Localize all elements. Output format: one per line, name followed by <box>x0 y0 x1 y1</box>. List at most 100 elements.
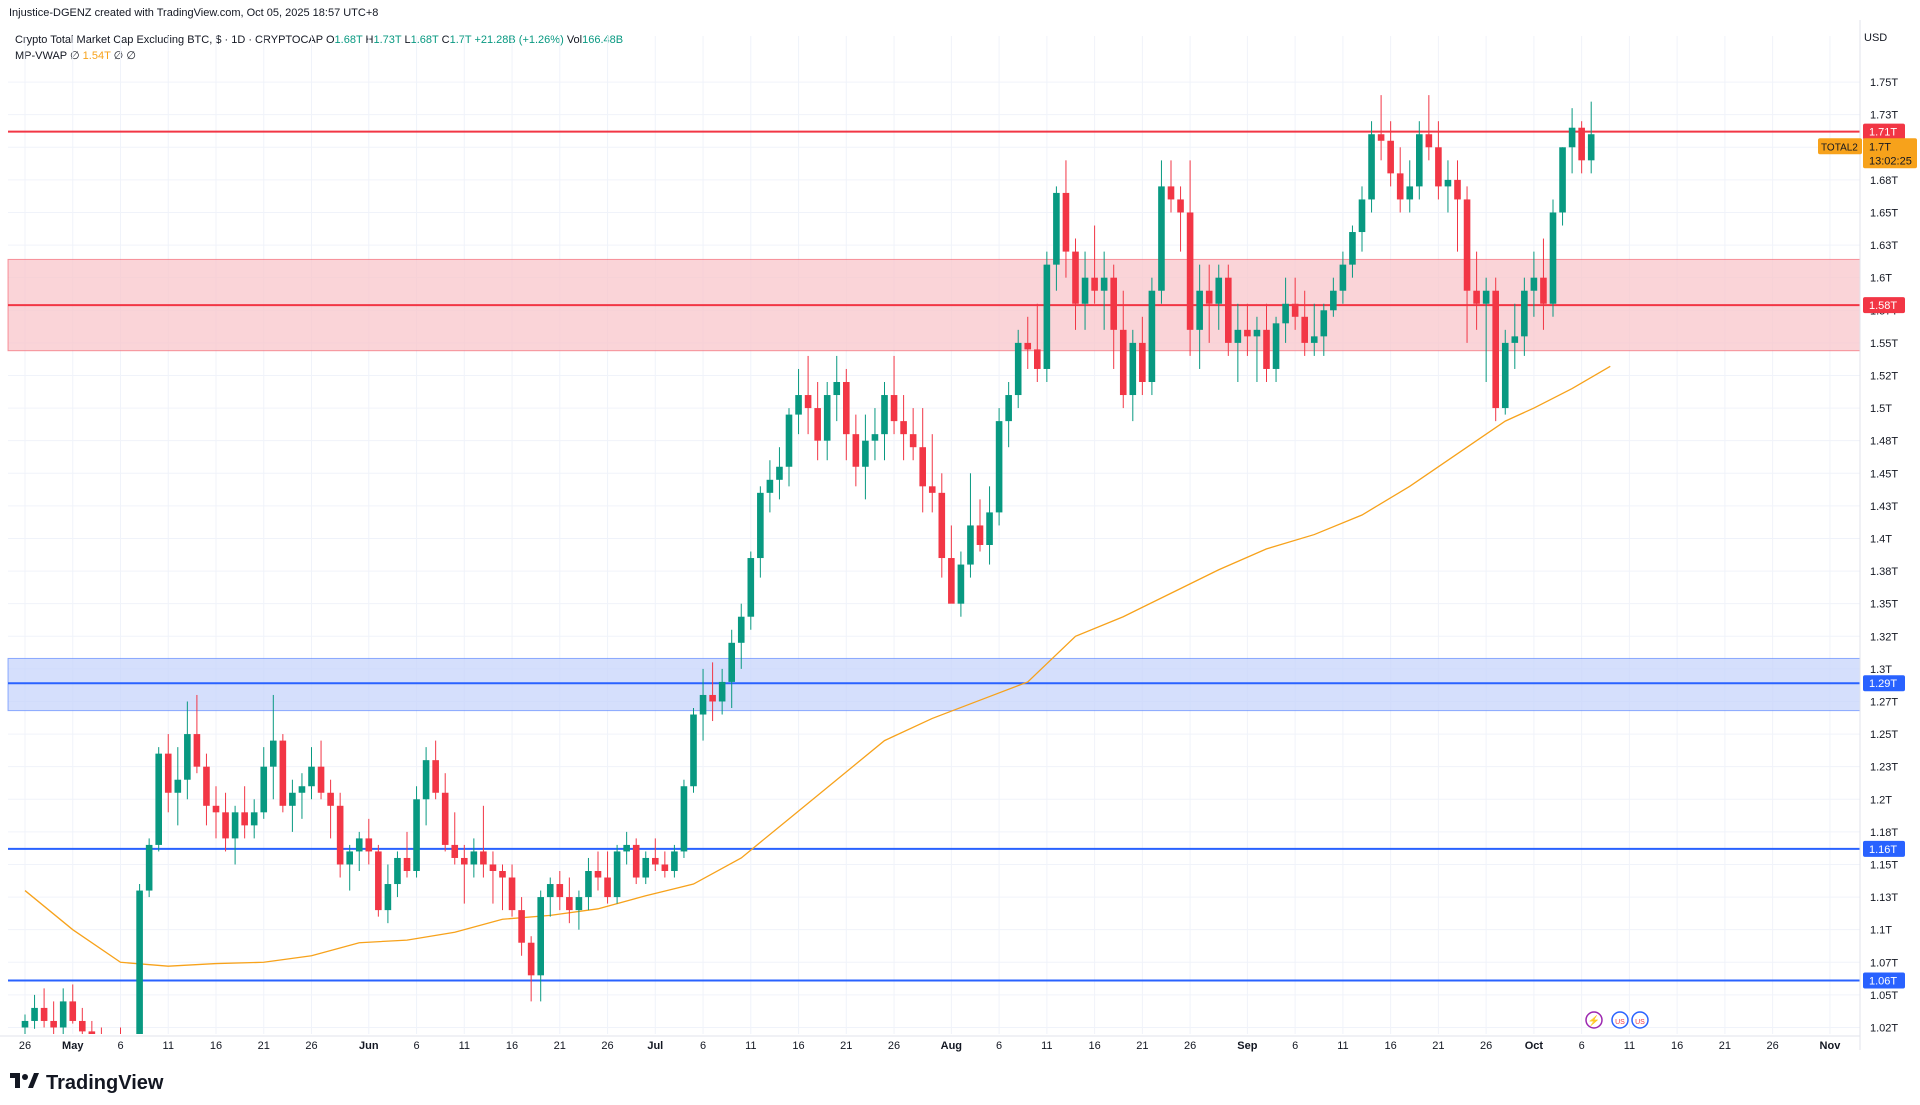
candle[interactable] <box>1416 134 1423 187</box>
candle[interactable] <box>346 851 353 865</box>
candle[interactable] <box>489 864 497 871</box>
candle[interactable] <box>1263 329 1270 369</box>
candle[interactable] <box>518 910 525 943</box>
candle[interactable] <box>1578 127 1585 161</box>
candle[interactable] <box>394 857 401 885</box>
candle[interactable] <box>1081 277 1089 304</box>
candle[interactable] <box>375 851 382 911</box>
candle[interactable] <box>1100 277 1108 291</box>
candle[interactable] <box>1072 251 1079 304</box>
candle[interactable] <box>1444 179 1452 187</box>
candle[interactable] <box>1482 290 1490 304</box>
candle[interactable] <box>652 857 659 865</box>
candle[interactable] <box>928 486 936 493</box>
candle[interactable] <box>1406 186 1414 200</box>
candle[interactable] <box>212 805 220 813</box>
candle[interactable] <box>1024 342 1032 350</box>
candle[interactable] <box>1330 290 1337 311</box>
candle[interactable] <box>737 616 745 643</box>
candle[interactable] <box>1568 127 1576 148</box>
symbol-title[interactable]: Crypto Total Market Cap Excluding BTC, $… <box>15 34 323 46</box>
vwap-line[interactable] <box>24 365 1611 967</box>
candle[interactable] <box>40 1007 48 1021</box>
candle[interactable] <box>776 466 783 480</box>
candle[interactable] <box>403 857 411 871</box>
candle[interactable] <box>260 766 268 813</box>
candle[interactable] <box>546 884 554 898</box>
candle[interactable] <box>1339 264 1347 291</box>
candle[interactable] <box>1454 179 1461 200</box>
candle[interactable] <box>1282 303 1289 324</box>
candle[interactable] <box>613 851 621 898</box>
candle[interactable] <box>1320 310 1328 337</box>
candle[interactable] <box>556 884 564 898</box>
candle[interactable] <box>986 512 993 545</box>
candle[interactable] <box>766 479 774 493</box>
candle[interactable] <box>231 812 239 839</box>
candle[interactable] <box>728 642 735 682</box>
candle[interactable] <box>604 877 611 898</box>
candle[interactable] <box>1587 134 1595 161</box>
us-flag-icon-1[interactable] <box>1611 1011 1629 1029</box>
candle[interactable] <box>823 395 831 441</box>
candle[interactable] <box>317 766 325 793</box>
candle[interactable] <box>355 838 363 852</box>
candle[interactable] <box>470 851 478 865</box>
legend-indicator-row[interactable]: MP-VWAP ∅ 1.54T ∅ ∅ <box>15 48 623 64</box>
candle[interactable] <box>1129 342 1137 396</box>
candle[interactable] <box>642 857 650 878</box>
candle[interactable] <box>1501 342 1509 409</box>
candle[interactable] <box>1253 329 1261 337</box>
candle[interactable] <box>184 734 191 780</box>
candle[interactable] <box>967 525 974 565</box>
candle[interactable] <box>441 792 449 845</box>
candle[interactable] <box>1139 342 1146 382</box>
symbol-badge[interactable] <box>1818 138 1862 155</box>
candle[interactable] <box>499 871 506 878</box>
candle[interactable] <box>308 766 315 787</box>
candle[interactable] <box>279 740 287 806</box>
candle[interactable] <box>1062 192 1070 252</box>
candle[interactable] <box>1549 212 1557 304</box>
candle[interactable] <box>843 382 850 435</box>
candle[interactable] <box>1053 192 1060 265</box>
candle[interactable] <box>747 558 755 617</box>
candle[interactable] <box>31 1007 38 1021</box>
candle[interactable] <box>833 382 841 396</box>
candle[interactable] <box>50 1020 57 1028</box>
candle[interactable] <box>1301 316 1308 343</box>
candle[interactable] <box>1530 277 1538 291</box>
candle[interactable] <box>79 1020 86 1032</box>
candle[interactable] <box>1310 336 1318 343</box>
candle[interactable] <box>1186 212 1194 330</box>
candle[interactable] <box>1215 277 1223 304</box>
candle[interactable] <box>270 740 277 767</box>
candle[interactable] <box>575 897 583 911</box>
price-label-bg[interactable] <box>1863 123 1905 140</box>
candle[interactable] <box>1368 134 1375 200</box>
candle[interactable] <box>976 525 984 545</box>
candle[interactable] <box>585 871 592 898</box>
candle[interactable] <box>871 434 879 441</box>
candle[interactable] <box>1291 303 1299 317</box>
candle[interactable] <box>881 395 888 435</box>
candle[interactable] <box>852 434 860 467</box>
candle[interactable] <box>1425 134 1433 148</box>
candle[interactable] <box>919 447 926 487</box>
candle[interactable] <box>451 844 459 858</box>
candle[interactable] <box>1511 336 1519 343</box>
candle[interactable] <box>890 395 898 422</box>
candle[interactable] <box>1119 329 1127 396</box>
candle[interactable] <box>461 857 468 865</box>
candle[interactable] <box>145 844 153 891</box>
candle[interactable] <box>1225 277 1232 343</box>
candle[interactable] <box>1435 147 1442 187</box>
tradingview-brand[interactable]: TradingView <box>10 1071 163 1095</box>
candle[interactable] <box>814 408 821 441</box>
candle[interactable] <box>69 1001 77 1021</box>
candle[interactable] <box>1492 290 1499 409</box>
candle[interactable] <box>1396 173 1404 200</box>
candle[interactable] <box>566 897 573 911</box>
candle[interactable] <box>537 897 544 976</box>
